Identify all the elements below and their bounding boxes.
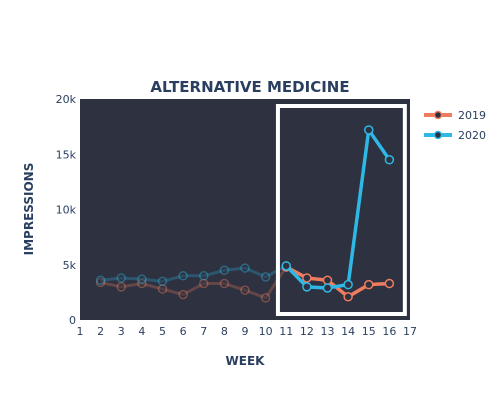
data-point-2019[interactable] (384, 278, 395, 289)
series-layer (95, 125, 395, 303)
data-point-2020[interactable] (260, 272, 271, 282)
x-tick-label: 6 (180, 325, 187, 338)
data-point-2020[interactable] (281, 261, 291, 271)
data-point-2020[interactable] (322, 283, 333, 293)
data-point-2020[interactable] (157, 276, 168, 287)
x-tick-label: 10 (259, 325, 273, 338)
data-point-2019[interactable] (178, 289, 188, 300)
x-tick-label: 4 (138, 325, 145, 338)
series-line-2020 (285, 128, 391, 290)
legend-marker-2020 (433, 130, 443, 140)
x-tick-label: 1 (77, 325, 84, 338)
data-point-2019[interactable] (322, 275, 333, 285)
series-line-2019-dim (100, 266, 288, 300)
y-tick-label: 5k (63, 259, 77, 272)
x-axis: 1 2 3 4 5 6 7 8 9 10 11 12 13 14 15 16 17 (77, 325, 418, 338)
x-tick-label: 16 (382, 325, 396, 338)
y-tick-label: 0 (69, 314, 76, 327)
data-point-2019[interactable] (95, 277, 106, 288)
data-point-2019[interactable] (219, 278, 230, 289)
data-point-2020[interactable] (219, 265, 230, 276)
data-point-2019[interactable] (116, 282, 126, 292)
x-tick-label: 15 (362, 325, 376, 338)
y-axis: 0 5k 10k 15k 20k (56, 93, 77, 327)
data-point-2020[interactable] (199, 271, 209, 281)
series-line-2020-dim (100, 264, 287, 283)
x-tick-label: 7 (200, 325, 207, 338)
x-axis-title: WEEK (226, 354, 266, 368)
data-point-2019[interactable] (137, 278, 147, 289)
data-point-2019[interactable] (260, 293, 271, 303)
data-point-2020[interactable] (364, 125, 374, 135)
data-point-2020[interactable] (343, 279, 353, 290)
highlight-box (275, 104, 407, 316)
y-tick-label: 20k (56, 93, 77, 106)
data-point-2019[interactable] (240, 285, 250, 295)
x-tick-label: 5 (159, 325, 166, 338)
data-point-2020[interactable] (302, 282, 312, 292)
y-tick-label: 10k (56, 204, 77, 217)
data-point-2019[interactable] (302, 273, 312, 283)
data-point-2020[interactable] (116, 273, 126, 283)
y-axis-title: IMPRESSIONS (22, 163, 36, 256)
x-tick-label: 2 (97, 325, 104, 338)
data-point-2020[interactable] (384, 155, 395, 165)
y-tick-label: 15k (56, 148, 77, 161)
plot-area (80, 99, 410, 320)
chart-title: ALTERNATIVE MEDICINE (150, 78, 349, 96)
x-tick-label: 13 (321, 325, 335, 338)
x-tick-label: 8 (221, 325, 228, 338)
x-tick-label: 12 (300, 325, 314, 338)
data-point-2019[interactable] (199, 278, 209, 289)
data-point-2020[interactable] (137, 274, 147, 284)
data-point-2019[interactable] (157, 284, 168, 294)
x-tick-label: 11 (279, 325, 293, 338)
x-tick-label: 9 (242, 325, 249, 338)
data-point-2020[interactable] (178, 271, 188, 281)
legend[interactable]: 2019 2020 (424, 109, 486, 142)
data-point-2019[interactable] (343, 292, 353, 302)
x-tick-label: 17 (403, 325, 417, 338)
legend-label-2020[interactable]: 2020 (458, 129, 486, 142)
data-point-2019[interactable] (364, 279, 374, 290)
legend-label-2019[interactable]: 2019 (458, 109, 486, 122)
x-tick-label: 3 (118, 325, 125, 338)
legend-marker-2019 (433, 110, 443, 120)
x-tick-label: 14 (341, 325, 355, 338)
data-point-2020[interactable] (240, 263, 250, 273)
data-point-2020[interactable] (95, 275, 106, 285)
